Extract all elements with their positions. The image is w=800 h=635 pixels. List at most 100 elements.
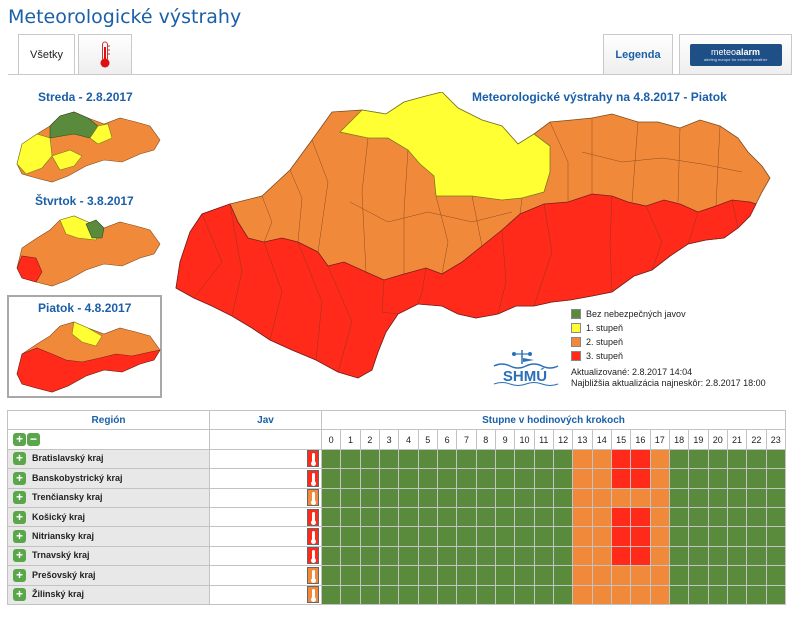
region-name[interactable]: Nitriansky kraj	[32, 530, 95, 541]
expand-region-button[interactable]: +	[13, 530, 26, 544]
thermometer-icon[interactable]	[307, 469, 319, 487]
hour-warning-cell[interactable]	[610, 468, 632, 489]
hour-warning-cell[interactable]	[417, 584, 438, 605]
hour-warning-cell[interactable]	[456, 545, 477, 567]
hour-warning-cell[interactable]	[649, 584, 670, 605]
meteoalarm-tab[interactable]: meteoalarm alerting europe for extreme w…	[679, 34, 792, 74]
hour-warning-cell[interactable]	[340, 545, 361, 567]
region-name[interactable]: Banskobystrický kraj	[32, 472, 123, 483]
hour-warning-cell[interactable]	[340, 584, 361, 605]
hour-warning-cell[interactable]	[765, 584, 787, 605]
hour-warning-cell[interactable]	[494, 526, 516, 547]
hour-warning-cell[interactable]	[436, 448, 458, 470]
mini-map-thursday[interactable]	[12, 208, 162, 288]
hour-warning-cell[interactable]	[475, 584, 496, 605]
hour-warning-cell[interactable]	[398, 545, 419, 567]
hour-warning-cell[interactable]	[475, 506, 496, 528]
hour-warning-cell[interactable]	[494, 565, 516, 586]
hour-warning-cell[interactable]	[456, 526, 477, 547]
hour-warning-cell[interactable]	[688, 448, 709, 470]
hour-warning-cell[interactable]	[359, 565, 380, 586]
thermometer-icon[interactable]	[307, 508, 319, 526]
hour-warning-cell[interactable]	[649, 565, 670, 586]
hour-warning-cell[interactable]	[746, 545, 767, 567]
hour-warning-cell[interactable]	[765, 448, 787, 470]
hour-warning-cell[interactable]	[514, 545, 535, 567]
hour-warning-cell[interactable]	[552, 506, 574, 528]
thermometer-icon[interactable]	[307, 566, 319, 584]
hour-warning-cell[interactable]	[359, 468, 380, 489]
hour-warning-cell[interactable]	[436, 506, 458, 528]
hour-warning-cell[interactable]	[533, 545, 554, 567]
hour-warning-cell[interactable]	[552, 584, 574, 605]
hour-warning-cell[interactable]	[591, 468, 612, 489]
hour-warning-cell[interactable]	[378, 526, 400, 547]
hour-warning-cell[interactable]	[320, 468, 342, 489]
hour-warning-cell[interactable]	[398, 487, 419, 508]
hour-warning-cell[interactable]	[552, 448, 574, 470]
expand-region-button[interactable]: +	[13, 588, 26, 602]
hour-warning-cell[interactable]	[533, 526, 554, 547]
hour-warning-cell[interactable]	[456, 487, 477, 508]
thermometer-icon[interactable]	[307, 489, 319, 507]
hour-warning-cell[interactable]	[436, 468, 458, 489]
hour-warning-cell[interactable]	[417, 468, 438, 489]
hour-warning-cell[interactable]	[417, 448, 438, 470]
hour-warning-cell[interactable]	[668, 565, 690, 586]
expand-all-button[interactable]: +	[13, 433, 26, 447]
mini-map-friday[interactable]	[12, 314, 162, 394]
hour-warning-cell[interactable]	[591, 584, 612, 605]
hour-warning-cell[interactable]	[610, 448, 632, 470]
hour-warning-cell[interactable]	[707, 526, 728, 547]
hour-warning-cell[interactable]	[320, 565, 342, 586]
hour-warning-cell[interactable]	[610, 545, 632, 567]
hour-warning-cell[interactable]	[707, 545, 728, 567]
hour-warning-cell[interactable]	[340, 448, 361, 470]
hour-warning-cell[interactable]	[514, 584, 535, 605]
hour-warning-cell[interactable]	[707, 506, 728, 528]
tab-all[interactable]: Všetky	[18, 34, 75, 75]
hour-warning-cell[interactable]	[475, 526, 496, 547]
thermometer-icon[interactable]	[307, 547, 319, 565]
hour-warning-cell[interactable]	[630, 584, 651, 605]
hour-warning-cell[interactable]	[630, 468, 651, 489]
hour-warning-cell[interactable]	[494, 448, 516, 470]
hour-warning-cell[interactable]	[378, 565, 400, 586]
hour-warning-cell[interactable]	[610, 565, 632, 586]
hour-warning-cell[interactable]	[514, 506, 535, 528]
hour-warning-cell[interactable]	[533, 584, 554, 605]
hour-warning-cell[interactable]	[359, 545, 380, 567]
hour-warning-cell[interactable]	[340, 487, 361, 508]
hour-warning-cell[interactable]	[726, 468, 748, 489]
hour-warning-cell[interactable]	[359, 448, 380, 470]
hour-warning-cell[interactable]	[610, 526, 632, 547]
hour-warning-cell[interactable]	[610, 487, 632, 508]
hour-warning-cell[interactable]	[494, 468, 516, 489]
hour-warning-cell[interactable]	[572, 448, 593, 470]
hour-warning-cell[interactable]	[707, 448, 728, 470]
hour-warning-cell[interactable]	[475, 565, 496, 586]
hour-warning-cell[interactable]	[552, 526, 574, 547]
hour-warning-cell[interactable]	[456, 584, 477, 605]
hour-warning-cell[interactable]	[591, 565, 612, 586]
expand-region-button[interactable]: +	[13, 510, 26, 524]
mini-map-title-fri[interactable]: Piatok - 4.8.2017	[38, 301, 132, 315]
hour-warning-cell[interactable]	[398, 468, 419, 489]
hour-warning-cell[interactable]	[668, 487, 690, 508]
hour-warning-cell[interactable]	[649, 468, 670, 489]
hour-warning-cell[interactable]	[494, 584, 516, 605]
hour-warning-cell[interactable]	[746, 526, 767, 547]
hour-warning-cell[interactable]	[726, 565, 748, 586]
hour-warning-cell[interactable]	[320, 545, 342, 567]
hour-warning-cell[interactable]	[320, 506, 342, 528]
hour-warning-cell[interactable]	[726, 448, 748, 470]
expand-region-button[interactable]: +	[13, 568, 26, 582]
hour-warning-cell[interactable]	[726, 584, 748, 605]
hour-warning-cell[interactable]	[320, 448, 342, 470]
hour-warning-cell[interactable]	[417, 545, 438, 567]
hour-warning-cell[interactable]	[630, 526, 651, 547]
hour-warning-cell[interactable]	[688, 526, 709, 547]
hour-warning-cell[interactable]	[572, 584, 593, 605]
hour-warning-cell[interactable]	[436, 487, 458, 508]
hour-warning-cell[interactable]	[340, 565, 361, 586]
